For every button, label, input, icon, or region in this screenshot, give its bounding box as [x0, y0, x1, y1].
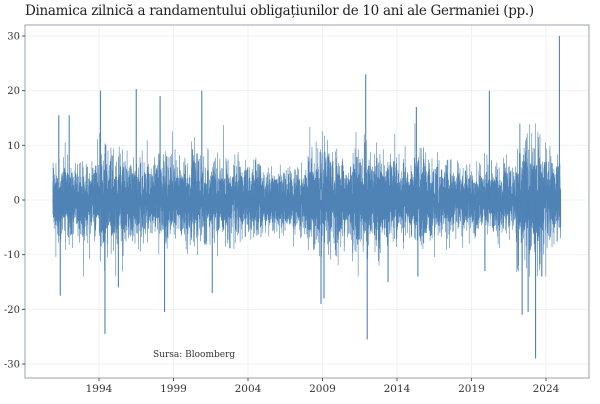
- x-tick-label: 2009: [309, 383, 336, 395]
- x-tick-label: 2024: [533, 383, 560, 395]
- source-annotation: Sursa: Bloomberg: [153, 350, 235, 360]
- x-tick-label: 2014: [384, 383, 411, 395]
- x-tick-label: 1999: [160, 383, 187, 395]
- series-line: [52, 123, 562, 277]
- y-tick-label: 30: [7, 32, 20, 43]
- chart-title: Dinamica zilnică a randamentului obligaț…: [25, 3, 534, 19]
- x-tick-label: 2004: [235, 383, 262, 395]
- x-tick-label: 1994: [86, 383, 113, 395]
- plot-frame: [24, 24, 590, 379]
- x-tick-label: 2019: [458, 383, 485, 395]
- y-tick-label: 20: [7, 86, 20, 97]
- y-tick-label: 0: [14, 196, 20, 207]
- y-tick-label: -30: [4, 360, 20, 371]
- y-tick-label: -10: [4, 250, 20, 261]
- y-tick-label: -20: [4, 305, 20, 316]
- y-tick-label: 10: [7, 141, 20, 152]
